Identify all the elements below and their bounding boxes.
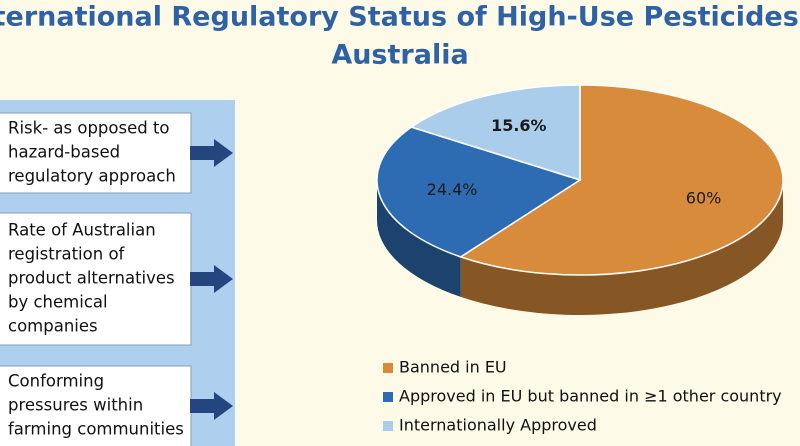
factor-text: companies: [8, 317, 98, 336]
title-line: International Regulatory Status of High-…: [0, 2, 800, 33]
slice: [409, 84, 581, 182]
factor-text: hazard-based: [8, 143, 120, 162]
slice-side: [460, 180, 783, 315]
legend-label: Approved in EU but banned in ≥1 other co…: [399, 387, 782, 406]
factor-box: [0, 212, 192, 346]
arrow: [190, 139, 233, 167]
legend-swatch: [383, 421, 393, 431]
factor-text: Rate of Australian: [8, 221, 156, 240]
factor-text: Conforming: [8, 372, 104, 391]
slice: [376, 126, 582, 258]
arrow: [190, 392, 233, 420]
slice: [458, 84, 784, 276]
legend-label: Internationally Approved: [399, 416, 597, 435]
slice-label: 15.6%: [491, 116, 547, 135]
factor-text: regulatory approach: [8, 167, 176, 186]
factor-box: [0, 112, 192, 194]
arrow: [190, 265, 233, 293]
legend-label: Banned in EU: [399, 358, 507, 377]
factor-text: registration of: [8, 245, 126, 264]
title-line: Australia: [331, 40, 468, 71]
factor-text: Risk- as opposed to: [8, 119, 170, 138]
factor-text: pressures within: [8, 396, 143, 415]
slice-label: 24.4%: [427, 180, 478, 199]
slice-label: 60%: [686, 188, 722, 207]
factor-text: by chemical: [8, 293, 108, 312]
legend-swatch: [383, 392, 393, 402]
legend-swatch: [383, 363, 393, 373]
factor-text: product alternatives: [8, 269, 175, 288]
factor-text: farming communities: [8, 420, 184, 439]
